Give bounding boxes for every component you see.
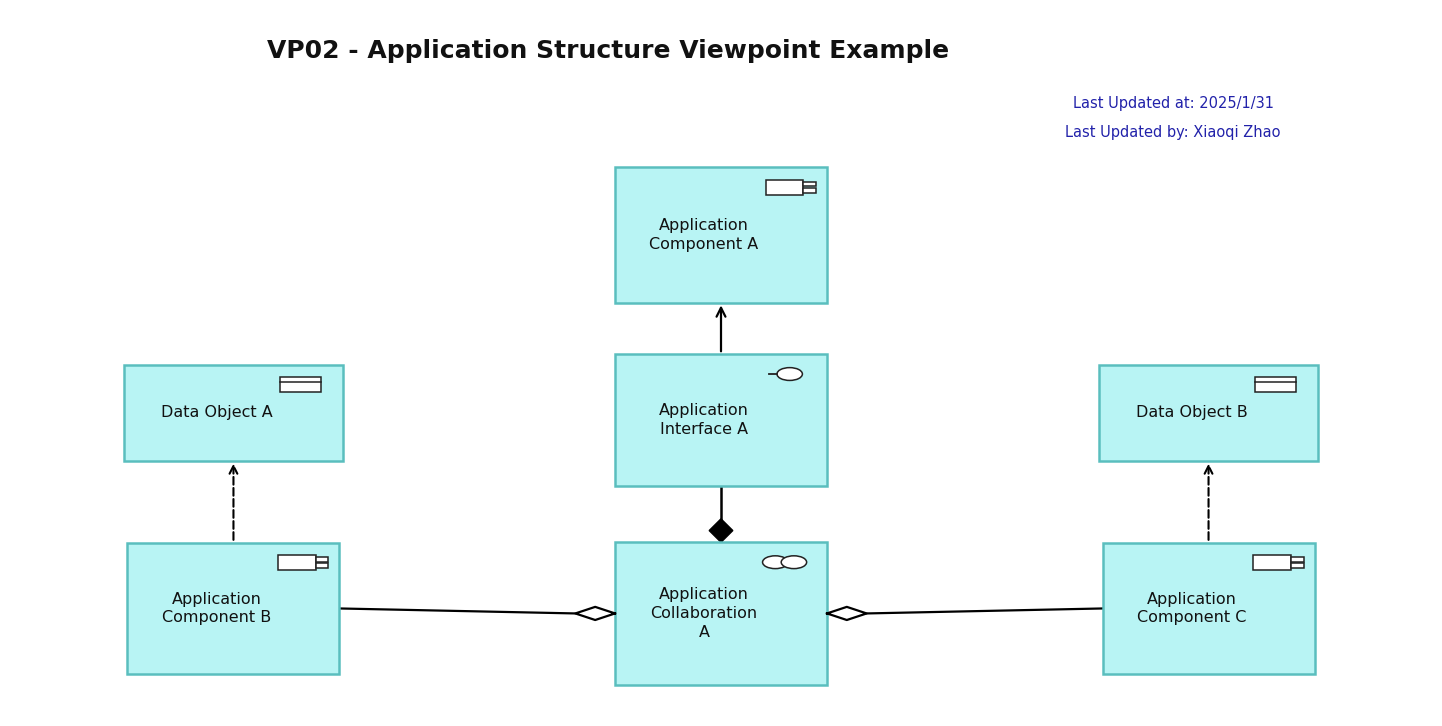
Bar: [124, 364, 343, 461]
Bar: [766, 180, 803, 195]
Bar: [614, 354, 826, 486]
Text: Application
Component B: Application Component B: [162, 592, 271, 625]
Bar: [614, 542, 826, 685]
Text: Application
Interface A: Application Interface A: [659, 403, 748, 437]
Circle shape: [782, 556, 806, 568]
Text: VP02 - Application Structure Viewpoint Example: VP02 - Application Structure Viewpoint E…: [267, 39, 949, 63]
Text: Last Updated at: 2025/1/31: Last Updated at: 2025/1/31: [1073, 96, 1273, 111]
Bar: [316, 563, 329, 568]
Bar: [1291, 563, 1304, 568]
Polygon shape: [709, 519, 733, 542]
Polygon shape: [575, 607, 614, 620]
Bar: [1099, 364, 1318, 461]
Bar: [280, 378, 322, 392]
Bar: [1103, 542, 1315, 674]
Text: Application
Component A: Application Component A: [649, 218, 758, 252]
Text: Data Object B: Data Object B: [1136, 405, 1247, 420]
Bar: [278, 555, 316, 570]
Circle shape: [777, 367, 802, 380]
Bar: [1256, 378, 1296, 392]
Bar: [803, 182, 816, 187]
Text: Last Updated by: Xiaoqi Zhao: Last Updated by: Xiaoqi Zhao: [1066, 125, 1280, 139]
Circle shape: [763, 556, 787, 568]
Bar: [614, 167, 826, 303]
Bar: [803, 188, 816, 193]
Bar: [1291, 557, 1304, 562]
Text: Data Object A: Data Object A: [160, 405, 273, 420]
Text: Application
Component C: Application Component C: [1136, 592, 1246, 625]
Bar: [127, 542, 339, 674]
Polygon shape: [826, 607, 867, 620]
Bar: [316, 557, 329, 562]
Text: Application
Collaboration
A: Application Collaboration A: [650, 587, 757, 640]
Bar: [1253, 555, 1291, 570]
